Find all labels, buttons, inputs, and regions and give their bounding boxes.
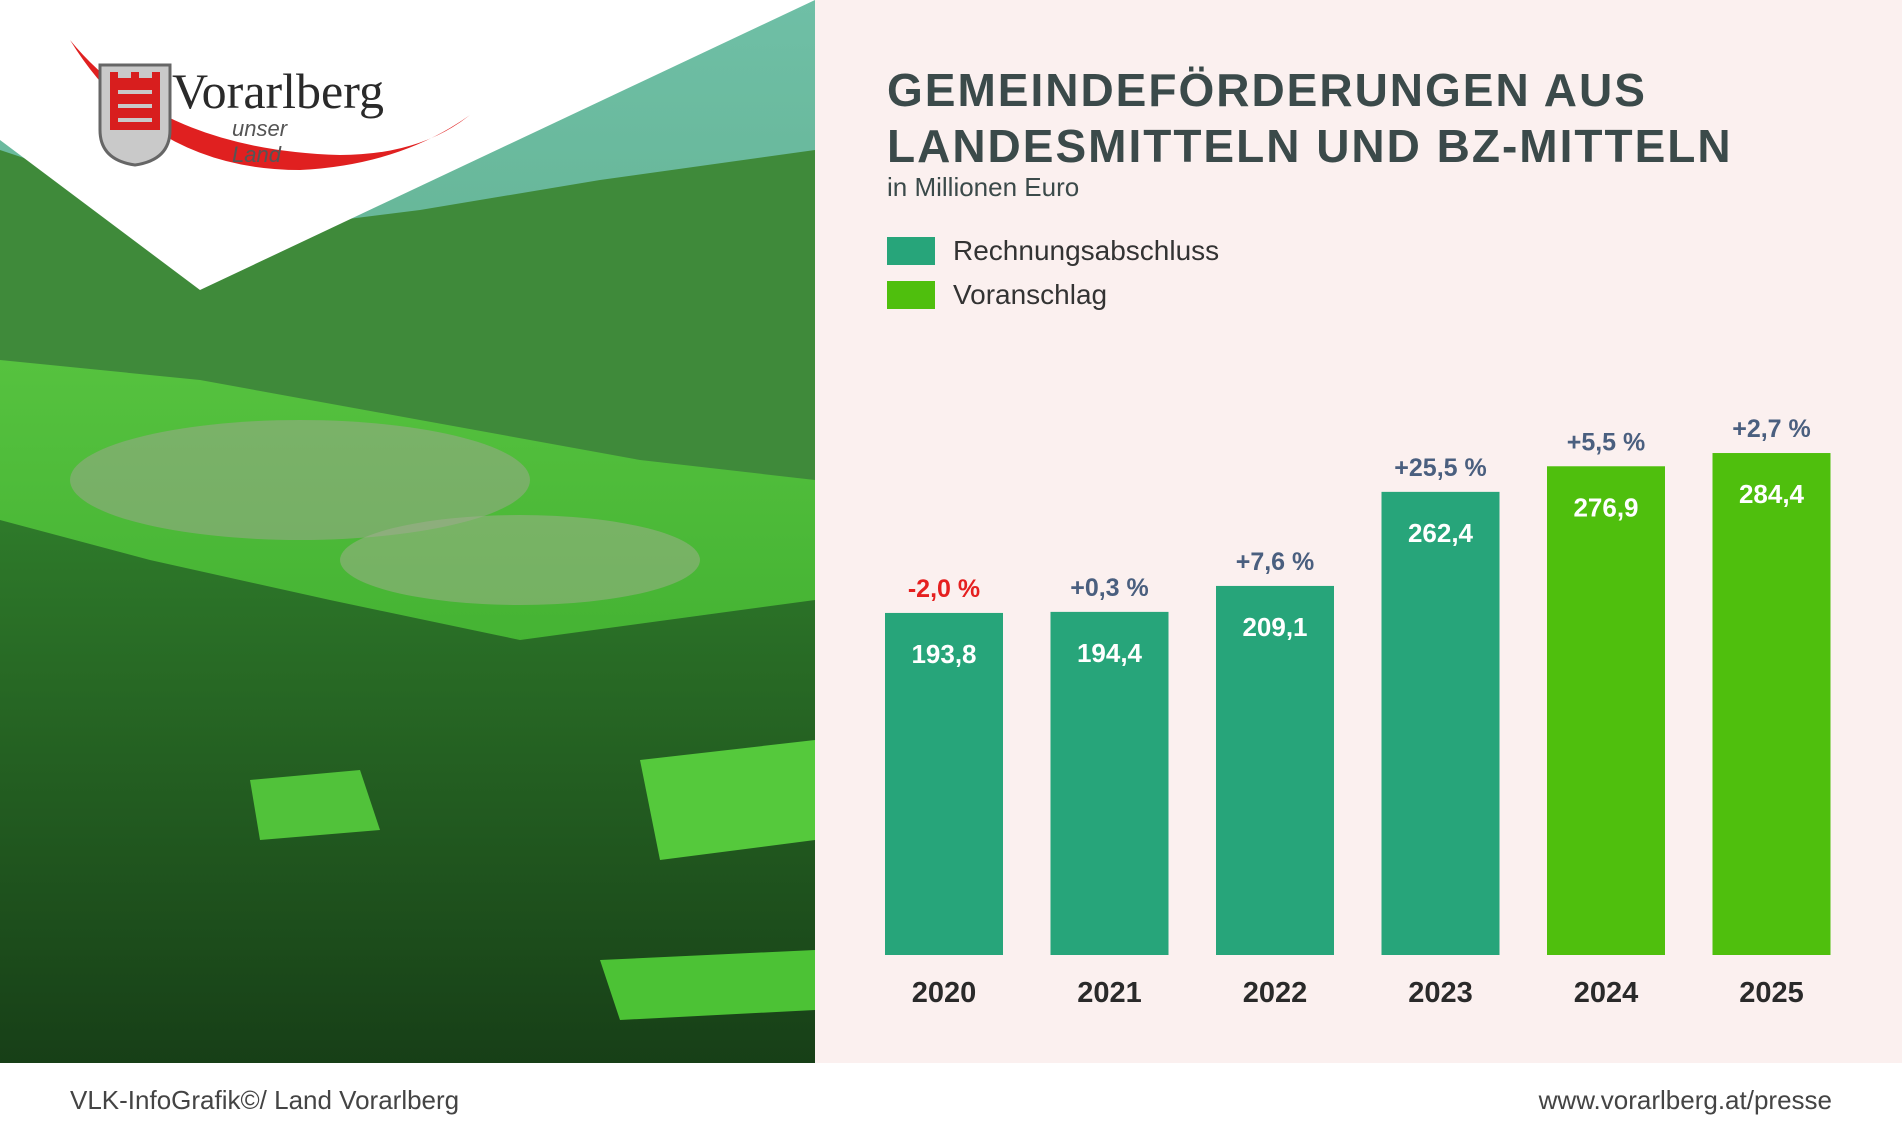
legend-item-actual: Rechnungsabschluss — [887, 235, 1220, 266]
landscape-photo: Vorarlberg unser Land — [0, 0, 815, 1063]
bar-chart: 193,8 -2,0 % 2020 194,4 +0,3 % 2021 209,1 +7,6 … — [885, 415, 1831, 1009]
legend-swatch-actual — [887, 237, 935, 265]
footer: VLK-InfoGrafik©/ Land Vorarlberg www.vor… — [0, 1063, 1902, 1135]
coat-of-arms-icon — [98, 63, 172, 167]
bar-2022 — [1216, 585, 1334, 955]
footer-source: VLK-InfoGrafik©/ Land Vorarlberg — [70, 1085, 460, 1115]
bar-2023 — [1381, 491, 1500, 955]
bar-2025 — [1712, 453, 1831, 955]
x-tick-label-2024: 2024 — [1574, 977, 1639, 1009]
logo-tagline: unser Land — [232, 116, 288, 167]
legend-item-forecast: Voranschlag — [887, 279, 1108, 310]
chart-title-line-1: Gemeindeförderungen aus — [887, 64, 1647, 116]
x-tick-label-2025: 2025 — [1739, 977, 1804, 1009]
logo-name: Vorarlberg — [172, 63, 384, 119]
bar-change-label-2021: +0,3 % — [1070, 574, 1149, 602]
legend-swatch-forecast — [887, 281, 935, 309]
bar-change-label-2024: +5,5 % — [1567, 428, 1646, 456]
footer-url: www.vorarlberg.at/presse — [1538, 1085, 1832, 1115]
bar-value-label-2024: 276,9 — [1573, 492, 1638, 522]
chart-subtitle: in Millionen Euro — [887, 172, 1080, 202]
legend-label-forecast: Voranschlag — [953, 279, 1108, 310]
bar-value-label-2021: 194,4 — [1077, 638, 1143, 668]
x-tick-label-2020: 2020 — [912, 977, 977, 1009]
bar-value-label-2023: 262,4 — [1408, 518, 1474, 548]
bar-2024 — [1547, 466, 1665, 955]
bar-2021 — [1050, 611, 1169, 955]
chart-title-line-2: Landesmitteln und BZ-Mitteln — [887, 120, 1733, 172]
bar-change-label-2020: -2,0 % — [908, 575, 980, 603]
landscape-illustration — [0, 0, 815, 1063]
bar-change-label-2022: +7,6 % — [1236, 548, 1315, 576]
x-tick-label-2021: 2021 — [1077, 977, 1142, 1009]
bar-value-label-2025: 284,4 — [1739, 479, 1805, 509]
bar-change-label-2025: +2,7 % — [1732, 415, 1811, 443]
legend-label-actual: Rechnungsabschluss — [953, 235, 1220, 266]
bar-change-label-2023: +25,5 % — [1394, 454, 1486, 482]
bar-2020 — [885, 612, 1003, 955]
chart-panel: Gemeindeförderungen aus Landesmitteln un… — [815, 0, 1902, 1063]
chart-title: Gemeindeförderungen aus Landesmitteln un… — [887, 62, 1733, 174]
bar-value-label-2020: 193,8 — [911, 639, 976, 669]
x-tick-label-2023: 2023 — [1408, 977, 1473, 1009]
bar-value-label-2022: 209,1 — [1242, 612, 1307, 642]
x-tick-label-2022: 2022 — [1243, 977, 1308, 1009]
